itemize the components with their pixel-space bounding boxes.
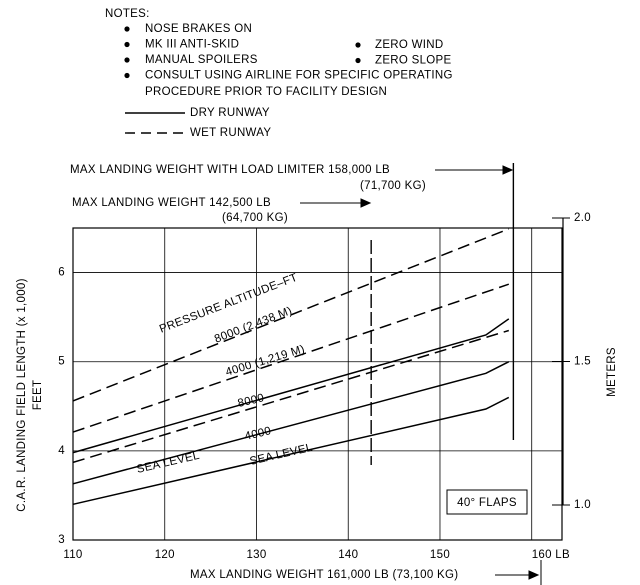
- bullet: [124, 41, 130, 48]
- notes-title: NOTES:: [105, 8, 150, 20]
- note: ZERO SLOPE: [375, 55, 452, 67]
- y-tick-label: 6: [58, 267, 65, 279]
- y2-tick-label: 1.0: [574, 499, 591, 511]
- annotation: MAX LANDING WEIGHT 142,500 LB: [72, 197, 271, 209]
- y2-tick-label: 1.5: [574, 356, 591, 368]
- arrows: [300, 165, 542, 585]
- note: CONSULT USING AIRLINE FOR SPECIFIC OPERA…: [145, 70, 453, 82]
- x-tick-label: 130: [246, 549, 266, 561]
- plot-frame: [72, 227, 563, 541]
- curve-label: 4000 (1,219 M): [224, 343, 306, 379]
- bullet: [355, 57, 361, 64]
- series-line: [72, 361, 510, 485]
- flaps-box: [446, 489, 528, 515]
- series-line: [72, 228, 510, 402]
- y2-axis-label: METERS: [606, 347, 618, 397]
- curve-label: 4000: [244, 425, 273, 443]
- annotation: (71,700 KG): [360, 180, 426, 192]
- annotation: 40° FLAPS: [457, 497, 517, 509]
- series-line: [72, 283, 510, 433]
- y2-tick-label: 2.0: [574, 212, 591, 224]
- curve-label: 8000: [237, 392, 266, 410]
- note: MK III ANTI-SKID: [145, 39, 239, 51]
- note: ZERO WIND: [375, 39, 444, 51]
- legend-label: WET RUNWAY: [190, 127, 271, 139]
- legend-label: DRY RUNWAY: [190, 107, 270, 119]
- note: PROCEDURE PRIOR TO FACILITY DESIGN: [145, 86, 387, 98]
- curve-label: SEA LEVEL: [249, 442, 314, 468]
- x-tick-label: 120: [155, 549, 175, 561]
- series-line: [72, 329, 510, 464]
- series-line: [72, 396, 510, 506]
- y-axis-label: C.A.R. LANDING FIELD LENGTH (x 1,000): [16, 278, 28, 512]
- y-tick-label: 4: [58, 445, 65, 457]
- series-line: [72, 318, 510, 454]
- x-tick-label: 110: [63, 549, 82, 561]
- annotation: MAX LANDING WEIGHT WITH LOAD LIMITER 158…: [70, 164, 390, 176]
- x-tick-label: 150: [430, 549, 450, 561]
- note: MANUAL SPOILERS: [145, 54, 258, 66]
- x-tick-label: 140: [338, 549, 358, 561]
- annotation: (64,700 KG): [222, 212, 288, 224]
- bullet: [124, 57, 130, 63]
- x-tick-label: 160 LB: [532, 549, 570, 561]
- bullet: [124, 72, 130, 79]
- y-tick-label: 5: [58, 356, 65, 368]
- annotation: PRESSURE ALTITUDE–FT: [158, 272, 300, 336]
- note: NOSE BRAKES ON: [145, 23, 252, 35]
- bullet: [355, 42, 361, 48]
- annotation: MAX LANDING WEIGHT 161,000 LB (73,100 KG…: [190, 569, 458, 581]
- bullet: [124, 26, 130, 32]
- y-tick-label: 3: [58, 534, 65, 546]
- curve-label: SEA LEVEL: [136, 450, 201, 476]
- y-axis-label: FEET: [32, 380, 44, 411]
